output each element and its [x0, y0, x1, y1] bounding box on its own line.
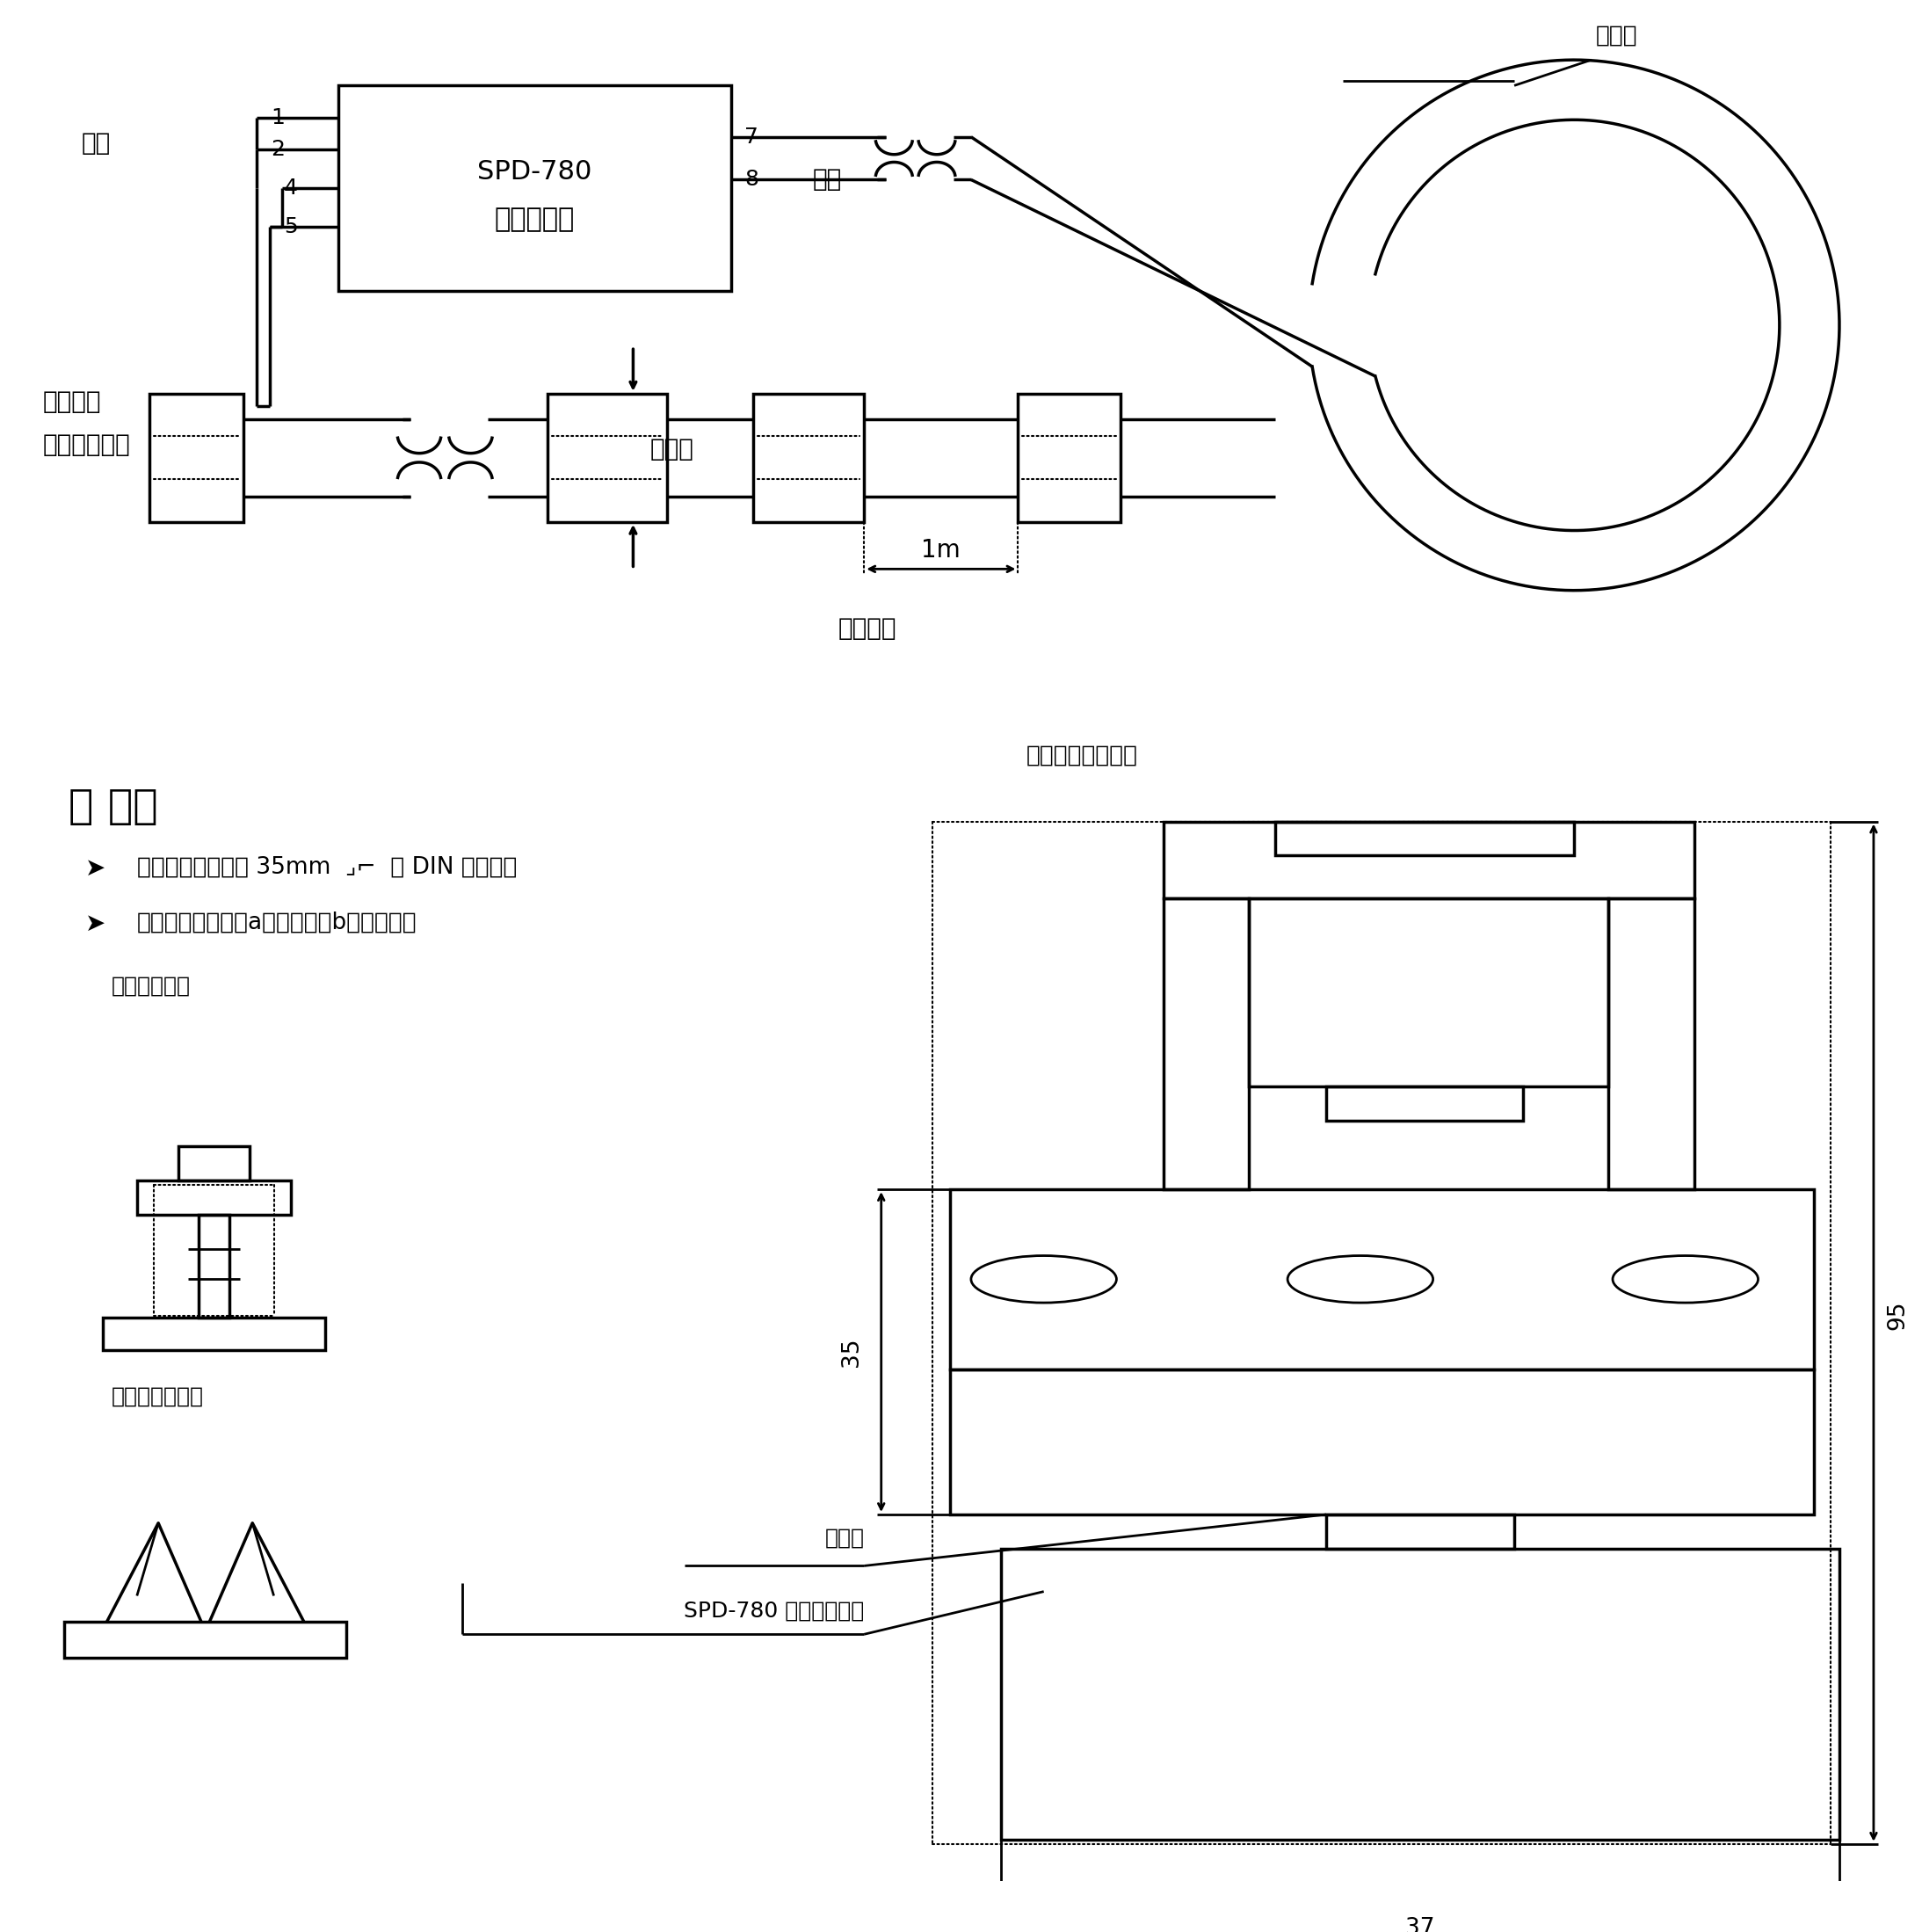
- Bar: [150, 394, 244, 522]
- Bar: [1001, 1549, 1839, 1839]
- Text: 检测线安装方式：a、安装夹；b、双面胶夹: 检测线安装方式：a、安装夹；b、双面胶夹: [136, 912, 417, 933]
- Text: 适配器固定在标准 35mm  ⌟⌐  型 DIN 导轨槽。: 适配器固定在标准 35mm ⌟⌐ 型 DIN 导轨槽。: [136, 856, 517, 879]
- Bar: [1326, 1086, 1522, 1121]
- Text: SPD-780: SPD-780: [477, 158, 592, 185]
- Text: 1: 1: [271, 108, 284, 129]
- Text: 35: 35: [840, 1337, 863, 1366]
- Text: 1m: 1m: [921, 537, 961, 562]
- Text: 连接主机: 连接主机: [42, 390, 102, 413]
- Bar: [1274, 821, 1574, 856]
- Bar: [198, 1215, 229, 1318]
- Text: 输入: 输入: [813, 168, 842, 191]
- Text: ➤: ➤: [86, 856, 106, 881]
- Bar: [102, 1318, 325, 1350]
- Bar: [136, 1180, 290, 1215]
- Bar: [63, 1621, 346, 1658]
- Text: 双面胶夹示意图: 双面胶夹示意图: [111, 1385, 204, 1406]
- Text: 2: 2: [271, 139, 284, 160]
- Text: ➤: ➤: [86, 912, 106, 935]
- Bar: [949, 1190, 1814, 1370]
- Text: 5: 5: [284, 216, 298, 238]
- Text: 电源: 电源: [81, 131, 111, 155]
- Bar: [1163, 821, 1693, 898]
- Bar: [753, 394, 865, 522]
- Text: 标准配置: 标准配置: [838, 616, 898, 641]
- Bar: [1163, 898, 1249, 1190]
- Text: 95: 95: [1885, 1300, 1909, 1329]
- Text: 信号线: 信号线: [1595, 25, 1638, 46]
- Text: 37: 37: [1405, 1917, 1436, 1932]
- Text: 水浸适配器: 水浸适配器: [494, 207, 575, 232]
- Text: SPD-780 水浸适配器底: SPD-780 水浸适配器底: [684, 1600, 865, 1621]
- Bar: [949, 1370, 1814, 1515]
- Text: 4: 4: [284, 178, 298, 199]
- Text: 安装夹示意图: 安装夹示意图: [111, 976, 190, 997]
- Text: 检测线: 检测线: [650, 437, 694, 462]
- Bar: [338, 85, 732, 292]
- Text: 安 装：: 安 装：: [69, 786, 158, 827]
- Bar: [1609, 898, 1693, 1190]
- Text: 8: 8: [744, 170, 759, 189]
- Text: 7: 7: [744, 126, 759, 147]
- Bar: [548, 394, 667, 522]
- Bar: [1326, 1515, 1515, 1549]
- Bar: [1249, 898, 1609, 1086]
- Text: 导轨槽: 导轨槽: [825, 1528, 865, 1548]
- Bar: [179, 1146, 250, 1180]
- Bar: [1019, 394, 1121, 522]
- Text: 适配器安装示意图: 适配器安装示意图: [1026, 744, 1138, 767]
- Text: 开关量输入端: 开关量输入端: [42, 433, 131, 456]
